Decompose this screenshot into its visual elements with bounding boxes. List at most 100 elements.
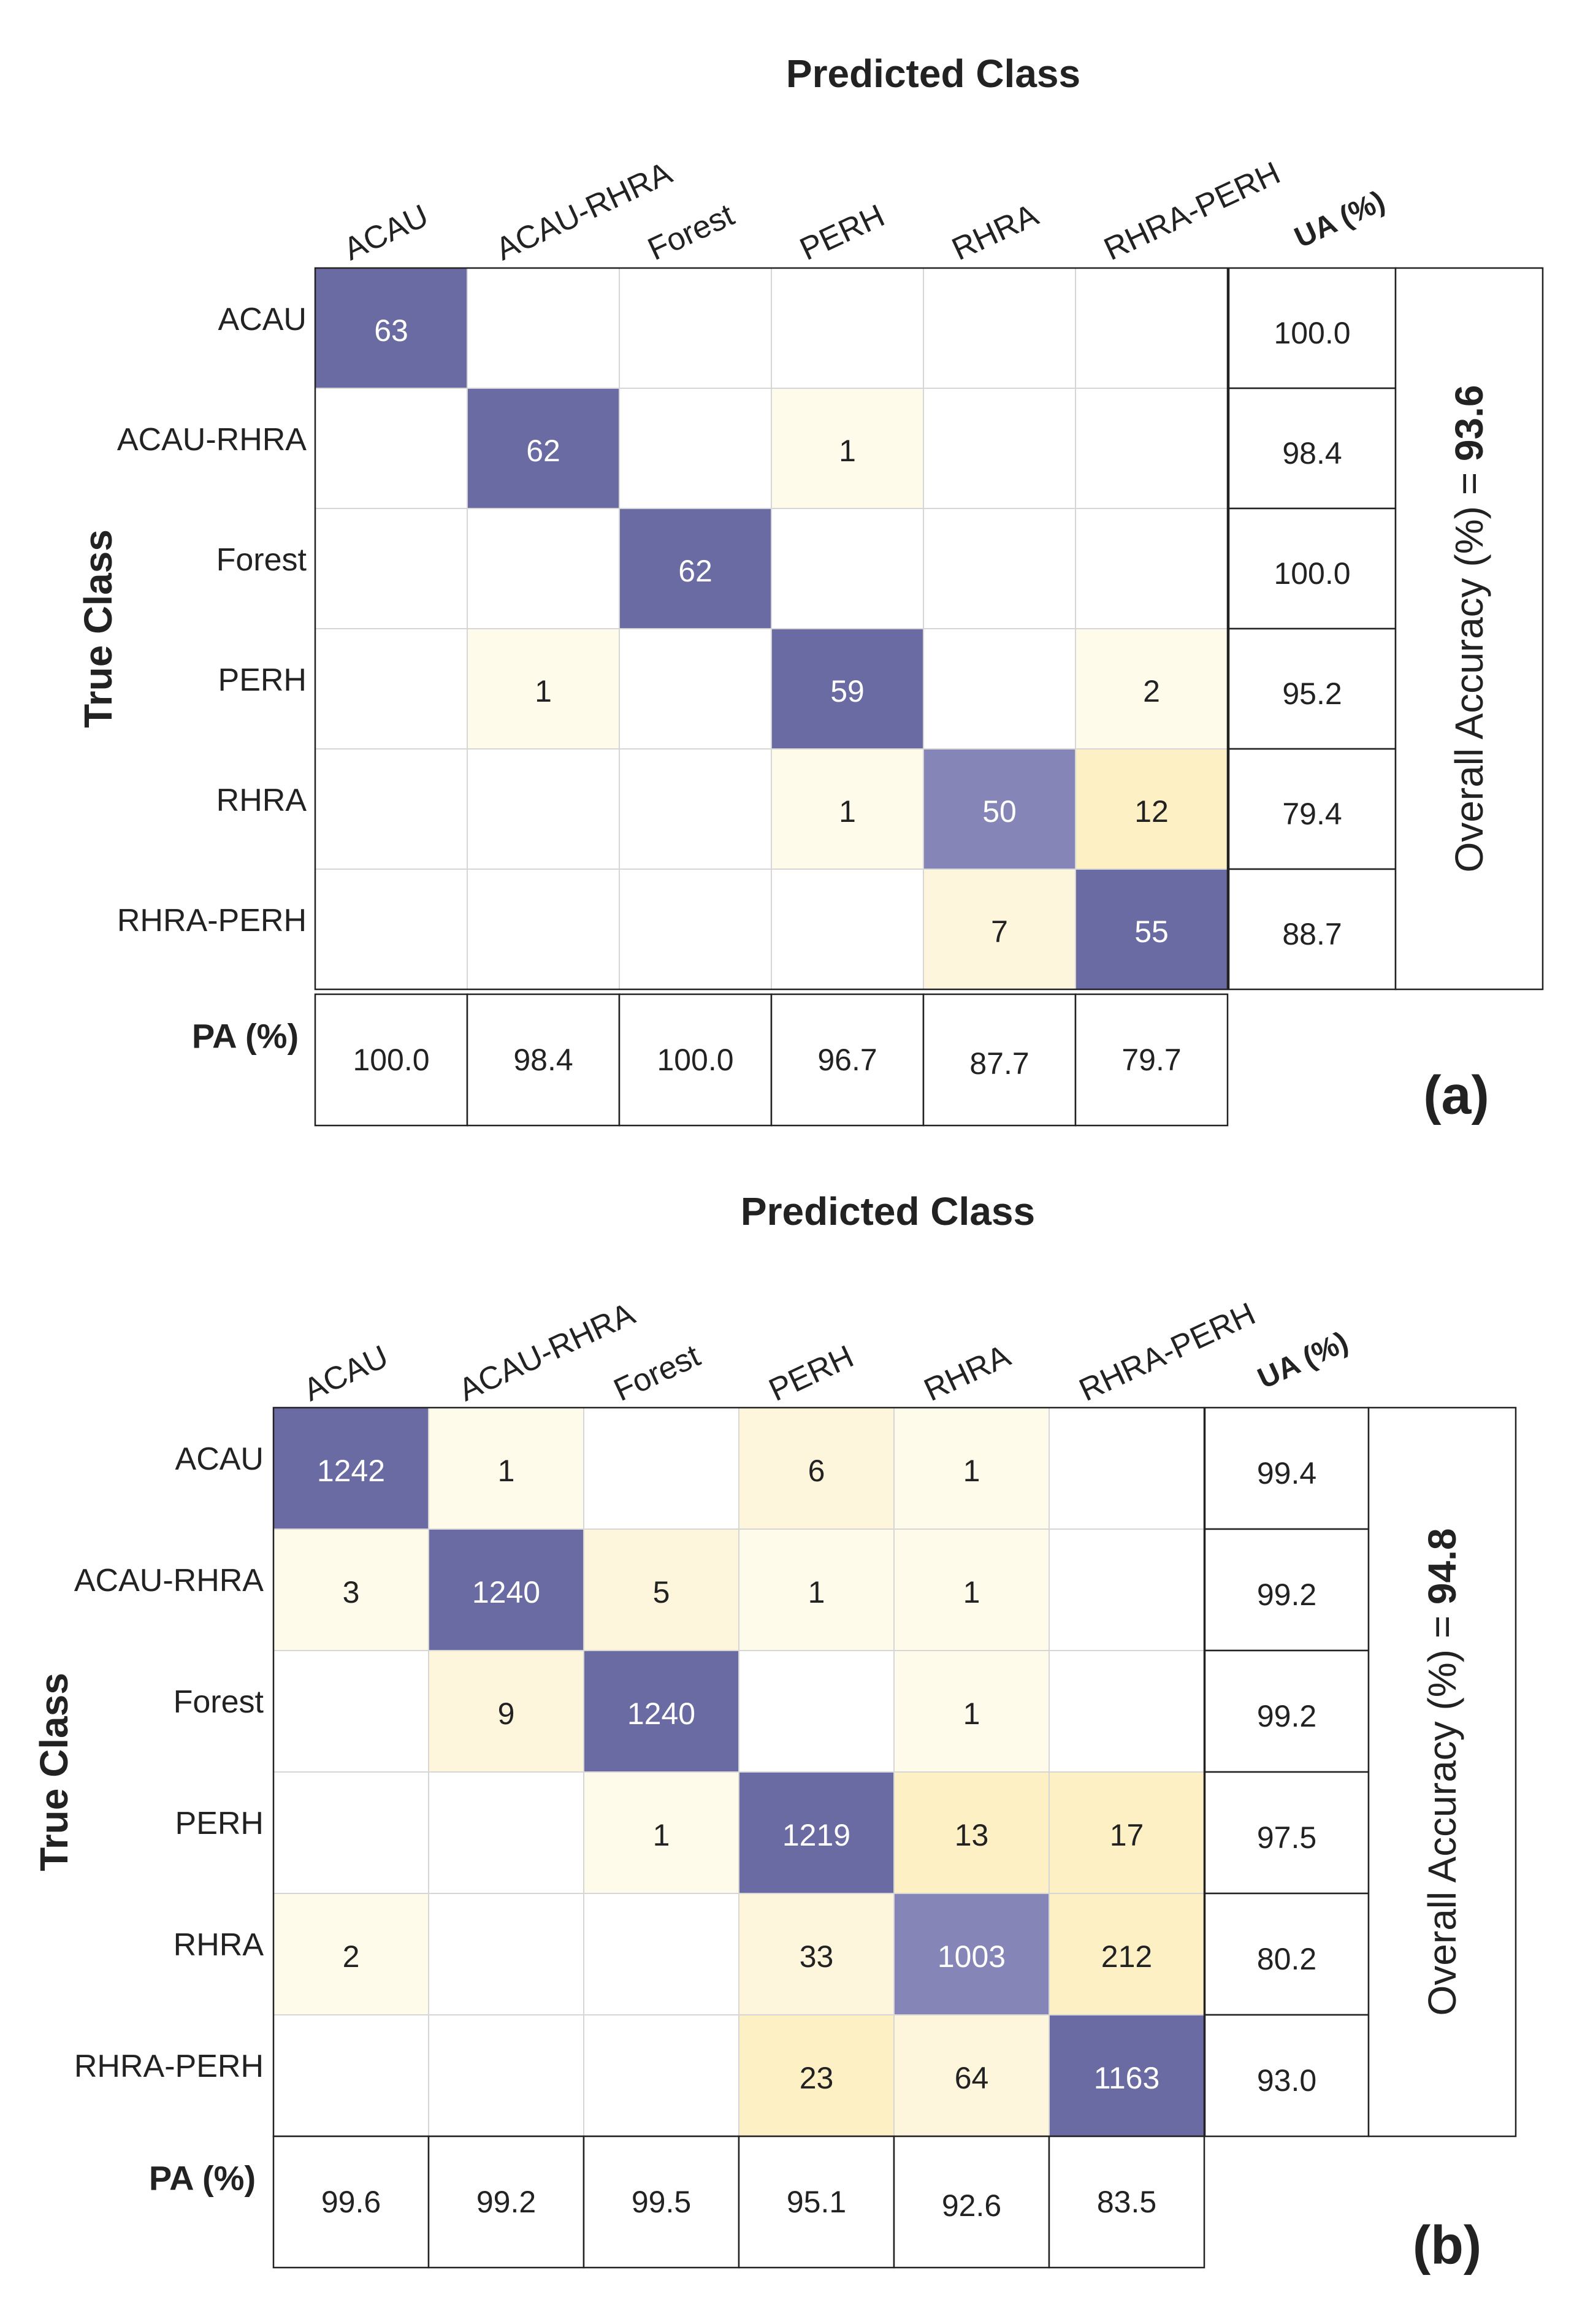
- overall-accuracy-value: 94.8: [1420, 1528, 1464, 1605]
- matrix-cell: [771, 388, 924, 509]
- matrix-cell: [923, 748, 1076, 870]
- column-header: RHRA: [947, 197, 1044, 267]
- cell-value: 5: [653, 1575, 670, 1609]
- ua-value: 97.5: [1257, 1820, 1316, 1855]
- matrix-cell: [1049, 2014, 1205, 2137]
- matrix-cell: [467, 748, 620, 870]
- cell-value: 1242: [317, 1454, 385, 1488]
- row-label: ACAU-RHRA: [74, 1563, 264, 1598]
- cell-value: 6: [808, 1454, 825, 1488]
- cell-value: 1163: [1094, 2061, 1160, 2095]
- matrix-cell: [428, 1407, 584, 1530]
- ua-cell: [1228, 868, 1397, 991]
- pa-cell: [738, 2135, 895, 2269]
- matrix-cell: [619, 628, 772, 750]
- pa-value: 100.0: [657, 1043, 733, 1077]
- cell-value: 1: [963, 1454, 980, 1488]
- confusion-matrix-panel-a: Predicted Class ACAU ACAU-RHRA Forest PERH RH…: [76, 52, 1544, 1127]
- matrix-cell: [315, 748, 468, 870]
- matrix-cell: [619, 869, 772, 990]
- ua-cell: [1204, 1528, 1370, 1652]
- matrix-cell: [467, 267, 620, 389]
- ua-cell: [1204, 1771, 1370, 1895]
- matrix-cell: [1075, 388, 1228, 509]
- overall-accuracy-box: [1367, 1406, 1517, 2138]
- matrix-frame: [314, 267, 1229, 991]
- ua-cell: [1228, 267, 1397, 389]
- matrix-cell: [273, 1407, 429, 1530]
- pa-label: PA (%): [192, 1017, 299, 1056]
- row-label: PERH: [175, 1806, 264, 1841]
- cell-value: 62: [526, 434, 560, 468]
- matrix-cell: [1075, 628, 1228, 750]
- matrix-cell: [1049, 1528, 1205, 1651]
- matrix-cell: [315, 508, 468, 629]
- row-label: ACAU-RHRA: [117, 422, 307, 458]
- ua-cell: [1228, 627, 1397, 750]
- matrix-cell: [315, 628, 468, 750]
- matrix-cell: [1049, 1650, 1205, 1773]
- row-label: RHRA-PERH: [117, 903, 307, 938]
- column-header: RHRA-PERH: [1099, 155, 1286, 267]
- column-header: Forest: [643, 197, 740, 267]
- matrix-cell: [428, 1650, 584, 1773]
- pa-value: 99.2: [476, 2185, 536, 2219]
- matrix-cell: [1049, 1771, 1205, 1894]
- row-label: ACAU: [218, 302, 307, 337]
- matrix-cell: [619, 748, 772, 870]
- matrix-cell: [273, 2014, 429, 2137]
- column-header: ACAU: [338, 198, 434, 268]
- cell-value: 62: [678, 554, 712, 588]
- pa-cell: [922, 993, 1077, 1127]
- ua-header: UA (%): [1289, 185, 1389, 255]
- pa-value: 99.5: [632, 2185, 691, 2219]
- pa-cell: [466, 993, 621, 1127]
- pa-cell: [1074, 993, 1229, 1127]
- pa-value: 95.1: [787, 2185, 846, 2219]
- row-label: Forest: [216, 542, 307, 578]
- matrix-cell: [467, 508, 620, 629]
- matrix-cell: [771, 508, 924, 629]
- cell-value: 1003: [938, 1939, 1006, 1974]
- matrix-cell: [893, 1528, 1050, 1651]
- pa-value: 83.5: [1097, 2185, 1156, 2219]
- ua-value: 98.4: [1282, 436, 1342, 470]
- cell-value: 12: [1134, 794, 1169, 829]
- pa-value: 99.6: [321, 2185, 381, 2219]
- cell-value: 2: [1143, 674, 1160, 708]
- matrix-cell: [893, 1650, 1050, 1773]
- ua-value: 95.2: [1282, 677, 1342, 711]
- row-label: Forest: [174, 1684, 264, 1720]
- matrix-cell: [893, 2014, 1050, 2137]
- ua-cell: [1204, 1892, 1370, 2016]
- pa-value: 79.7: [1121, 1043, 1181, 1077]
- matrix-cell: [273, 1528, 429, 1651]
- cell-value: 23: [800, 2061, 834, 2095]
- predicted-class-title: Predicted Class: [741, 1189, 1035, 1233]
- column-header: ACAU-RHRA: [453, 1296, 640, 1408]
- matrix-cell: [923, 628, 1076, 750]
- ua-cell: [1228, 387, 1397, 510]
- ua-value: 100.0: [1274, 556, 1350, 591]
- cell-value: 1: [653, 1818, 670, 1852]
- row-label: PERH: [218, 662, 307, 698]
- ua-value: 80.2: [1257, 1942, 1316, 1976]
- cell-value: 55: [1134, 915, 1169, 949]
- matrix-cell: [923, 388, 1076, 509]
- ua-value: 100.0: [1274, 316, 1350, 350]
- matrix-cell: [1049, 1893, 1205, 2015]
- ua-cell: [1228, 748, 1397, 870]
- overall-accuracy-text: Overall Accuracy (%) = 94.8: [1420, 1528, 1464, 2016]
- cell-value: 1: [963, 1697, 980, 1731]
- matrix-cell: [619, 267, 772, 389]
- matrix-cell: [738, 1771, 895, 1894]
- matrix-cell: [923, 508, 1076, 629]
- matrix-cell: [1075, 508, 1228, 629]
- matrix-cell: [583, 1650, 739, 1773]
- cell-value: 50: [982, 794, 1017, 829]
- overall-accuracy-box: [1394, 267, 1544, 991]
- matrix-cell: [467, 869, 620, 990]
- matrix-cell: [315, 869, 468, 990]
- cell-value: 64: [955, 2061, 989, 2095]
